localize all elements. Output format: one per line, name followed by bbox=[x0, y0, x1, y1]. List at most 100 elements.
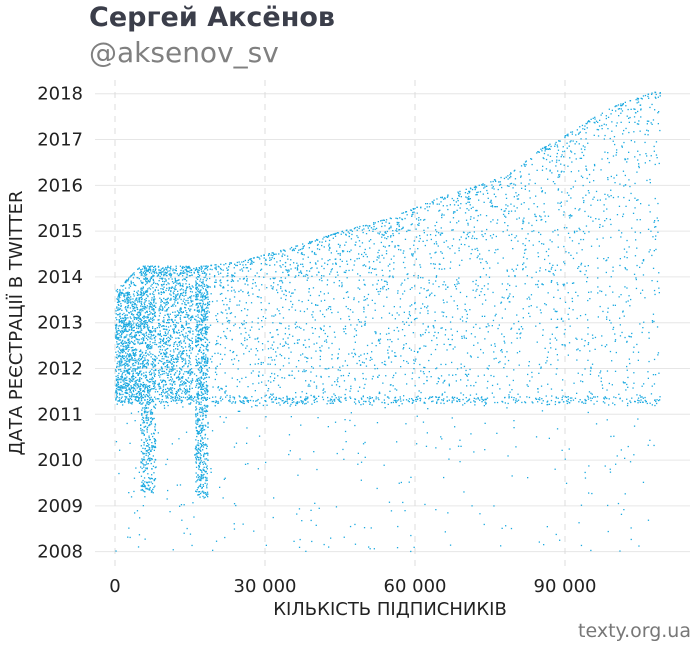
data-point bbox=[231, 359, 233, 361]
data-point bbox=[634, 231, 636, 233]
data-point bbox=[378, 340, 381, 342]
data-point bbox=[528, 208, 530, 210]
data-point bbox=[353, 228, 356, 230]
data-point bbox=[121, 361, 123, 364]
data-point bbox=[122, 371, 124, 373]
data-point bbox=[409, 288, 411, 290]
data-point bbox=[273, 253, 275, 255]
data-point bbox=[443, 241, 445, 243]
data-point bbox=[644, 141, 646, 144]
data-point bbox=[483, 523, 485, 526]
data-point bbox=[493, 358, 495, 360]
data-point bbox=[181, 383, 184, 385]
data-point bbox=[131, 393, 133, 395]
data-point bbox=[149, 304, 151, 306]
data-point bbox=[292, 335, 294, 337]
data-point bbox=[130, 298, 132, 300]
data-point bbox=[218, 389, 221, 391]
data-point bbox=[496, 206, 498, 208]
data-point bbox=[148, 271, 151, 274]
data-point bbox=[548, 270, 550, 272]
data-point bbox=[378, 391, 381, 393]
data-point bbox=[405, 321, 408, 323]
data-point bbox=[349, 309, 352, 311]
data-point bbox=[659, 95, 661, 97]
data-point bbox=[425, 345, 427, 347]
data-point bbox=[637, 110, 639, 113]
data-point bbox=[638, 120, 640, 122]
data-point bbox=[435, 509, 437, 511]
data-point bbox=[172, 399, 174, 401]
data-point bbox=[169, 379, 172, 381]
data-point bbox=[489, 201, 491, 203]
data-point bbox=[256, 405, 258, 407]
data-point bbox=[174, 326, 177, 329]
data-point bbox=[126, 382, 128, 385]
data-point bbox=[615, 125, 617, 127]
data-point bbox=[137, 362, 140, 364]
data-point bbox=[310, 267, 312, 270]
data-point bbox=[290, 295, 292, 297]
data-point bbox=[634, 156, 636, 158]
data-point bbox=[163, 407, 166, 409]
data-point bbox=[625, 205, 627, 207]
data-point bbox=[557, 176, 559, 178]
data-point bbox=[562, 379, 564, 381]
data-point bbox=[467, 379, 469, 381]
data-point bbox=[243, 266, 245, 269]
data-point bbox=[492, 233, 495, 236]
data-point bbox=[220, 282, 222, 284]
data-point bbox=[392, 376, 394, 379]
data-point bbox=[126, 376, 128, 378]
data-point bbox=[131, 387, 133, 389]
data-point bbox=[608, 382, 610, 385]
data-point bbox=[463, 491, 465, 493]
data-point bbox=[573, 232, 576, 234]
data-point bbox=[138, 399, 140, 401]
data-point bbox=[548, 437, 550, 439]
data-point bbox=[515, 268, 517, 270]
data-point bbox=[555, 373, 557, 375]
data-point bbox=[162, 391, 164, 393]
data-point bbox=[157, 369, 160, 372]
data-point bbox=[169, 337, 171, 339]
data-point bbox=[593, 403, 595, 405]
data-point bbox=[638, 163, 640, 165]
data-point bbox=[215, 367, 217, 369]
data-point bbox=[304, 339, 306, 341]
data-point bbox=[419, 292, 421, 294]
data-point bbox=[610, 223, 612, 226]
data-point bbox=[161, 392, 163, 394]
data-point bbox=[238, 290, 240, 293]
data-point bbox=[310, 241, 313, 243]
data-point bbox=[163, 274, 165, 277]
data-point bbox=[518, 328, 520, 331]
data-point bbox=[397, 525, 399, 528]
data-point bbox=[345, 305, 347, 308]
data-point bbox=[118, 321, 121, 324]
data-point bbox=[211, 400, 213, 403]
data-point bbox=[479, 513, 481, 515]
data-point bbox=[142, 483, 145, 485]
data-point bbox=[177, 399, 179, 401]
data-point bbox=[566, 200, 568, 202]
data-point bbox=[240, 289, 242, 291]
data-point bbox=[407, 229, 409, 231]
data-point bbox=[189, 339, 191, 341]
data-point bbox=[438, 210, 440, 212]
data-point bbox=[220, 263, 222, 265]
data-point bbox=[621, 146, 623, 148]
data-point bbox=[288, 291, 290, 293]
data-point bbox=[233, 523, 235, 525]
data-point bbox=[625, 127, 627, 130]
data-point bbox=[135, 348, 137, 350]
data-point bbox=[487, 197, 489, 199]
data-point bbox=[501, 296, 503, 298]
data-point bbox=[388, 327, 390, 329]
data-point bbox=[331, 268, 333, 270]
data-point bbox=[416, 317, 418, 319]
data-point bbox=[189, 395, 192, 398]
data-point bbox=[209, 324, 212, 326]
data-point bbox=[130, 347, 132, 349]
data-point bbox=[584, 210, 586, 213]
